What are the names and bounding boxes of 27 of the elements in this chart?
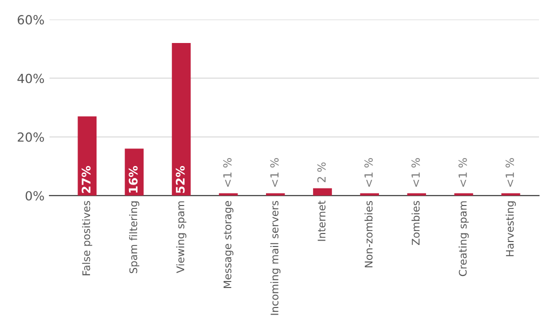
x-tick-label: Creating spam bbox=[458, 201, 469, 276]
bar bbox=[78, 116, 97, 196]
data-label: 16% bbox=[128, 166, 138, 193]
x-tick-label: Internet bbox=[318, 200, 326, 241]
x-tick-label: Spam filtering bbox=[129, 201, 140, 274]
data-label: 52% bbox=[176, 166, 185, 193]
x-tick-label: Incoming mail servers bbox=[270, 200, 280, 315]
data-label: <1 % bbox=[458, 158, 467, 187]
x-tick-label: Harvesting bbox=[506, 201, 516, 256]
data-label: <1 % bbox=[364, 158, 373, 187]
data-label: <1 % bbox=[506, 158, 514, 187]
y-tick-label: 20% bbox=[18, 132, 44, 142]
x-tick-label: False positives bbox=[82, 200, 92, 276]
y-tick-label: 60% bbox=[18, 15, 44, 24]
data-label: 2 % bbox=[317, 162, 326, 182]
data-label: <1 % bbox=[223, 158, 232, 187]
bar bbox=[313, 188, 332, 196]
x-tick-label: Viewing spam bbox=[176, 201, 186, 274]
x-tick-label: Message storage bbox=[224, 201, 234, 288]
y-tick-label: 40% bbox=[17, 74, 44, 84]
x-tick-label: Zombies bbox=[412, 200, 420, 245]
data-label: <1 % bbox=[411, 158, 420, 187]
x-tick-label: Non-zombies bbox=[364, 200, 373, 268]
data-label: <1 % bbox=[270, 158, 279, 187]
y-tick-label: 0% bbox=[26, 191, 44, 201]
data-label: 27% bbox=[82, 166, 91, 193]
bar bbox=[172, 43, 191, 196]
